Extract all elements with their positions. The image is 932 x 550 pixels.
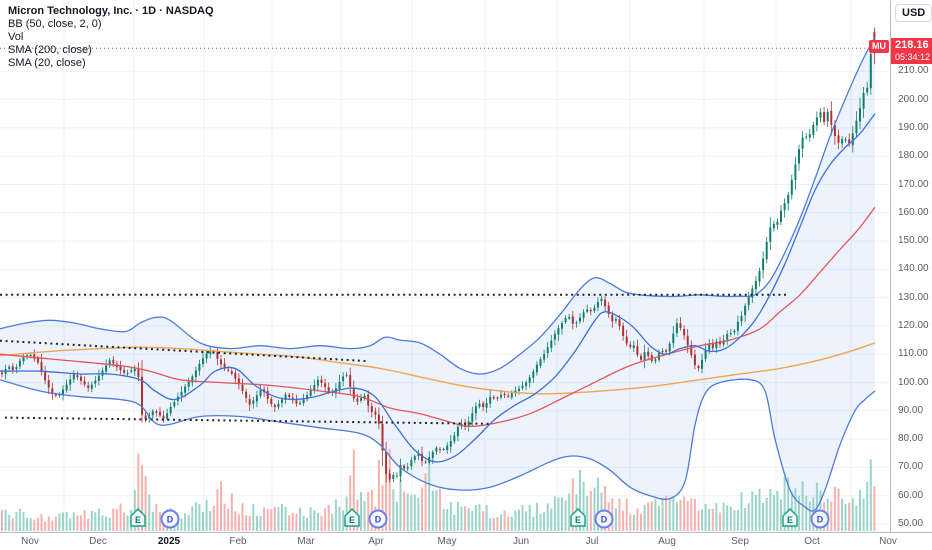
- dividend-marker[interactable]: D: [810, 509, 830, 529]
- price-tick-label: 150.00: [898, 235, 929, 247]
- sma20-line: [0, 113, 876, 463]
- time-tick-label: Sep: [731, 536, 749, 547]
- price-tick-label: 180.00: [898, 150, 929, 162]
- price-tick-label: 90.00: [898, 404, 924, 416]
- indicator-bb-label[interactable]: BB (50, close, 2, 0): [8, 18, 102, 30]
- dividend-marker[interactable]: D: [594, 509, 614, 529]
- price-tick-label: 70.00: [898, 461, 924, 473]
- chart-legend: Micron Technology, Inc. · 1D · NASDAQ BB…: [8, 4, 214, 70]
- time-tick-label: Aug: [658, 536, 676, 547]
- price-tick-label: 210.00: [898, 65, 929, 77]
- bar-countdown-timer: 05:34:12: [895, 52, 931, 62]
- currency-toggle-button[interactable]: USD: [895, 4, 932, 22]
- time-tick-label: Apr: [368, 536, 384, 547]
- dotted-trendline: [4, 416, 491, 425]
- indicator-vol-label[interactable]: Vol: [8, 31, 24, 43]
- svg-text:D: D: [601, 515, 608, 525]
- symbol-title[interactable]: Micron Technology, Inc. · 1D · NASDAQ: [8, 5, 214, 17]
- dividend-marker[interactable]: D: [160, 509, 180, 529]
- bollinger-fill: [0, 37, 875, 512]
- price-axis[interactable]: USD 220.00210.00200.00190.00180.00170.00…: [890, 0, 932, 532]
- indicator-sma200-label[interactable]: SMA (200, close): [8, 44, 92, 56]
- price-tick-label: 170.00: [898, 178, 929, 190]
- last-price-badge: 218.16 05:34:12: [891, 38, 932, 64]
- bb-upper-line: [0, 36, 876, 375]
- bb-lower-line: [0, 378, 876, 512]
- time-tick-label: Oct: [804, 536, 820, 547]
- svg-text:D: D: [375, 515, 382, 525]
- time-tick-label: Feb: [229, 536, 247, 547]
- price-tick-label: 190.00: [898, 121, 929, 133]
- bb-basis-line: [0, 206, 876, 428]
- time-tick-label: Dec: [89, 536, 107, 547]
- price-tick-label: 110.00: [898, 348, 928, 360]
- time-tick-label: Mar: [297, 536, 315, 547]
- svg-text:E: E: [787, 515, 793, 525]
- price-tick-label: 60.00: [898, 489, 924, 501]
- last-price-value: 218.16: [895, 39, 929, 51]
- time-tick-label: 2025: [157, 536, 181, 547]
- time-axis[interactable]: Nov Dec 2025 Feb Mar Apr May Jun Jul Aug Sep Oct Nov: [0, 532, 932, 550]
- time-tick-label: May: [437, 536, 457, 547]
- earnings-marker[interactable]: E: [570, 507, 586, 527]
- price-tick-label: 50.00: [898, 518, 924, 529]
- chart-canvas[interactable]: E E E E D D D D: [0, 0, 890, 532]
- price-tick-label: 100.00: [898, 376, 929, 388]
- sma200-line: [0, 342, 876, 395]
- price-tick-label: 160.00: [898, 206, 929, 218]
- earnings-marker[interactable]: E: [344, 507, 360, 527]
- price-tick-label: 120.00: [898, 319, 929, 331]
- time-tick-label: Jul: [585, 536, 599, 547]
- price-chart-pane[interactable]: E E E E D D D D Micron Technology, Inc. …: [0, 0, 890, 532]
- time-tick-label: Jun: [512, 536, 530, 547]
- earnings-marker[interactable]: E: [130, 507, 146, 527]
- price-tick-label: 200.00: [898, 93, 929, 105]
- price-tick-label: 130.00: [898, 291, 929, 303]
- time-tick-label: Nov: [879, 536, 897, 547]
- price-tick-label: 80.00: [898, 433, 924, 445]
- svg-text:E: E: [349, 515, 355, 525]
- time-tick-label: Nov: [21, 536, 39, 547]
- dividend-marker[interactable]: D: [368, 509, 388, 529]
- indicator-sma20-label[interactable]: SMA (20, close): [8, 57, 86, 69]
- earnings-marker[interactable]: E: [782, 507, 798, 527]
- svg-text:D: D: [167, 515, 174, 525]
- svg-text:D: D: [817, 515, 824, 525]
- svg-text:E: E: [135, 515, 141, 525]
- price-tick-label: 140.00: [898, 263, 929, 275]
- symbol-price-tag: MU: [869, 40, 889, 53]
- svg-text:E: E: [575, 515, 581, 525]
